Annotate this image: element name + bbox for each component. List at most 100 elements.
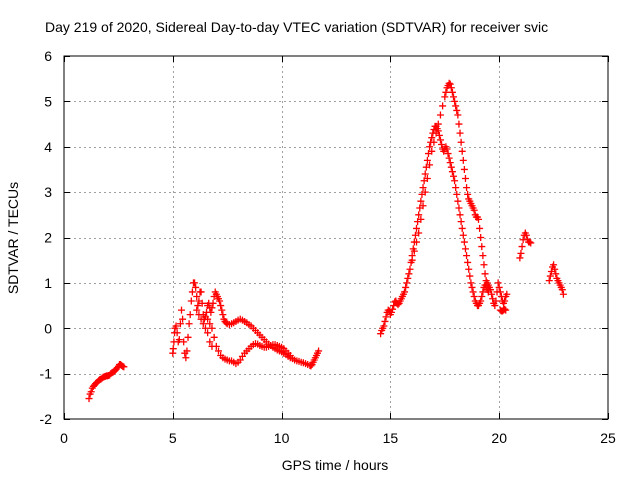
data-point [491, 302, 499, 310]
y-tick-label: -2 [40, 411, 53, 427]
data-point [206, 338, 214, 346]
data-point [402, 283, 410, 291]
data-point [436, 136, 444, 144]
y-tick-label: 1 [44, 275, 52, 291]
data-point [193, 292, 201, 300]
data-point [461, 245, 469, 253]
data-point [502, 306, 510, 314]
data-point [206, 320, 214, 328]
data-point [415, 211, 423, 219]
data-point [183, 347, 191, 355]
data-point [559, 290, 567, 298]
data-point [199, 320, 207, 328]
data-point [184, 333, 192, 341]
data-point [478, 292, 486, 300]
data-point [488, 290, 496, 298]
data-point [454, 197, 462, 205]
data-point [169, 345, 177, 353]
grid [64, 56, 608, 419]
data-point [208, 342, 216, 350]
data-point [406, 265, 414, 273]
data-series [85, 79, 567, 403]
data-point [477, 234, 485, 241]
data-point [428, 134, 436, 142]
data-point [470, 206, 478, 214]
data-point [518, 243, 526, 251]
data-point [417, 215, 425, 223]
data-point [458, 224, 466, 232]
data-point [176, 320, 184, 328]
data-point [457, 138, 465, 146]
data-point [444, 150, 452, 158]
x-tick-label: 20 [491, 430, 507, 446]
data-point [454, 111, 462, 119]
data-point [453, 106, 461, 114]
data-point [469, 288, 477, 296]
data-point [209, 299, 217, 307]
data-point [410, 247, 418, 255]
data-point [522, 231, 530, 239]
data-point [426, 161, 434, 169]
data-point [421, 170, 429, 178]
data-point [457, 218, 465, 226]
data-point [219, 311, 227, 319]
data-point [442, 88, 450, 96]
data-point [501, 297, 509, 305]
data-point [415, 229, 423, 237]
data-point [175, 336, 183, 344]
x-axis-title: GPS time / hours [282, 457, 389, 473]
data-point [387, 308, 395, 316]
data-point [419, 202, 427, 210]
data-point [436, 111, 444, 119]
data-point [527, 239, 535, 247]
data-point [377, 330, 385, 338]
data-point [480, 261, 488, 269]
data-point [450, 93, 458, 101]
data-point [455, 204, 463, 212]
data-point [188, 288, 196, 296]
data-point [448, 168, 456, 176]
data-point [197, 288, 205, 296]
data-point [208, 304, 216, 312]
data-point [417, 197, 425, 205]
data-point [470, 292, 478, 300]
plot-area-frame [63, 55, 609, 420]
data-point [451, 177, 459, 185]
data-point [456, 129, 464, 137]
data-point [452, 102, 460, 110]
data-point [460, 238, 468, 246]
data-point [464, 190, 472, 198]
data-point [185, 320, 193, 328]
data-point [446, 80, 454, 88]
data-point [494, 279, 502, 287]
data-point [476, 224, 484, 232]
data-point [210, 333, 218, 341]
data-point [178, 306, 186, 314]
data-point [217, 302, 225, 310]
data-point [403, 279, 411, 287]
data-point [550, 261, 558, 269]
data-point [503, 290, 511, 298]
data-point [558, 286, 566, 294]
data-point [456, 211, 464, 219]
data-point [315, 347, 323, 355]
data-point [208, 324, 216, 332]
data-point [516, 254, 524, 262]
data-point [434, 120, 442, 128]
y-axis-title: SDTVAR / TECUs [5, 182, 21, 294]
data-point [545, 277, 553, 285]
data-point [421, 188, 429, 196]
data-point [401, 288, 409, 296]
data-point [458, 147, 466, 155]
data-point [207, 308, 215, 316]
data-point [204, 315, 212, 323]
data-point [187, 297, 195, 305]
x-tick-label: 15 [383, 430, 399, 446]
data-point [428, 147, 436, 155]
data-point [214, 347, 222, 355]
data-point [173, 329, 181, 337]
data-point [85, 395, 93, 403]
data-point [179, 315, 187, 323]
data-point [195, 311, 203, 319]
